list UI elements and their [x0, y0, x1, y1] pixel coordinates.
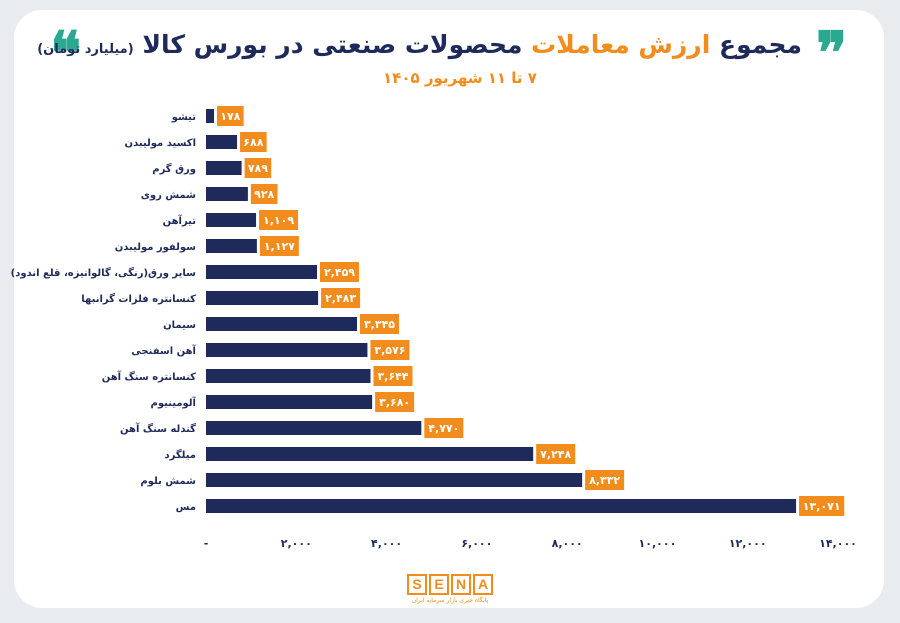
bar: [206, 369, 371, 383]
x-tick-label: ۱۰,۰۰۰: [639, 537, 677, 550]
bar: [206, 317, 358, 331]
category-label: سولفور مولیبدن: [115, 242, 196, 253]
data-label-box: [360, 314, 400, 334]
bar: [206, 187, 248, 201]
data-label-box: [320, 262, 360, 282]
data-label-box: [799, 496, 845, 516]
data-label-box: [536, 444, 576, 464]
data-label-box: [585, 470, 625, 490]
data-label: ۳,۳۴۵: [364, 318, 395, 331]
data-label: ۳,۶۸۰: [379, 396, 410, 409]
bar: [206, 265, 318, 279]
category-label: آلومینیوم: [151, 396, 197, 409]
data-label: ۸,۳۳۲: [589, 474, 620, 487]
category-label: مس: [176, 502, 196, 513]
bar: [206, 161, 242, 175]
data-label-box: [217, 106, 244, 126]
bar: [206, 343, 368, 357]
bar: [206, 239, 257, 253]
data-label: ۱,۱۰۹: [263, 214, 294, 227]
data-label-box: [250, 184, 278, 204]
category-label: اکسید مولیبدن: [125, 138, 196, 149]
data-label: ۴,۷۷۰: [428, 422, 459, 435]
bar: [206, 473, 583, 487]
data-label: ۳,۶۴۴: [377, 370, 408, 383]
data-label-box: [424, 418, 464, 438]
category-label: ورق گرم: [152, 162, 196, 175]
data-label: ۷۸۹: [248, 162, 268, 175]
chart-title: مجموع ارزش معاملات محصولات صنعتی در بورس…: [37, 30, 802, 59]
data-label-box: [375, 392, 415, 412]
data-label: ۶۸۸: [243, 136, 263, 149]
category-label: میلگرد: [164, 448, 196, 461]
bar: [206, 109, 215, 123]
data-label-box: [259, 236, 299, 256]
logo-tagline: پایگاه خبری بازار سرمایه ایران: [411, 597, 489, 604]
category-label: گندله سنگ آهن: [120, 422, 196, 435]
category-label: سایر ورق(رنگی، گالوانیزه، قلع اندود): [11, 266, 197, 279]
x-tick-label: -: [204, 537, 209, 550]
data-label: ۷,۲۴۸: [540, 448, 571, 461]
bar: [206, 135, 238, 149]
title-highlight: ارزش معاملات: [531, 30, 711, 59]
x-tick-label: ۱۲,۰۰۰: [729, 537, 767, 550]
bar: [206, 395, 373, 409]
category-label: آهن اسفنجی: [131, 344, 196, 357]
chart-subtitle: ۷ تا ۱۱ شهریور ۱۴۰۵: [383, 69, 537, 87]
logo-letter: A: [473, 574, 493, 595]
x-tick-label: ۸,۰۰۰: [552, 537, 583, 550]
data-label: ۱۳,۰۷۱: [803, 500, 841, 513]
data-label-box: [259, 210, 299, 230]
category-label: کنسانتره فلزات گرانبها: [81, 292, 196, 305]
data-label: ۲,۴۸۳: [325, 292, 356, 305]
data-label-box: [244, 158, 272, 178]
category-label: سیمان: [163, 320, 196, 331]
x-tick-label: ۱۴,۰۰۰: [819, 537, 857, 550]
bar: [206, 213, 257, 227]
data-label: ۹۲۸: [254, 188, 274, 201]
category-label: تیرآهن: [163, 214, 197, 227]
data-label-box: [370, 340, 410, 360]
title-unit: (میلیارد تومان): [37, 42, 134, 57]
x-tick-label: ۴,۰۰۰: [371, 537, 402, 550]
logo-letter: N: [451, 574, 471, 595]
bar: [206, 447, 534, 461]
title-after: محصولات صنعتی در بورس کالا: [142, 30, 532, 59]
data-label-box: [373, 366, 413, 386]
data-label: ۱۷۸: [220, 110, 240, 123]
category-label: شمش روی: [141, 190, 196, 201]
bar: [206, 291, 319, 305]
x-tick-label: ۶,۰۰۰: [461, 537, 492, 550]
data-label: ۱,۱۲۷: [264, 240, 295, 253]
category-label: تیشو: [171, 112, 197, 123]
data-label: ۳,۵۷۶: [374, 344, 405, 357]
data-label-box: [240, 132, 267, 152]
open-quote-icon: ❝: [50, 19, 82, 87]
data-label: ۲,۴۵۹: [324, 266, 355, 279]
close-quote-icon: ❞: [816, 19, 848, 87]
bar: [206, 421, 422, 435]
bar: [206, 499, 797, 513]
logo-letter: E: [429, 574, 449, 595]
data-label-box: [321, 288, 361, 308]
category-label: کنسانتره سنگ آهن: [102, 370, 196, 383]
x-tick-label: ۲,۰۰۰: [281, 537, 312, 550]
logo-letter: S: [407, 574, 427, 595]
category-label: شمش بلوم: [140, 476, 196, 487]
title-before: مجموع: [710, 30, 802, 59]
